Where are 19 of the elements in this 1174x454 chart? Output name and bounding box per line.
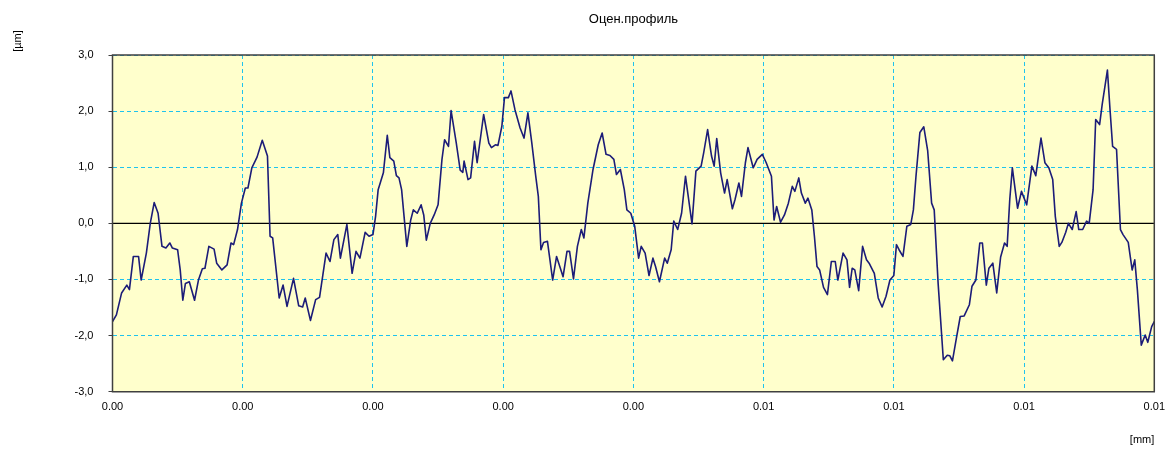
y-axis-title: [µm] bbox=[11, 30, 24, 52]
x-tick-label: 0.00 bbox=[492, 400, 514, 413]
y-tick-label: 2,0 bbox=[78, 104, 94, 117]
chart-title: Оцен.профиль bbox=[588, 11, 679, 27]
y-tick-label: 0,0 bbox=[78, 216, 94, 229]
y-tick-label: 3,0 bbox=[78, 48, 94, 61]
x-axis-title: [mm] bbox=[1129, 433, 1155, 446]
x-tick-label: 0.00 bbox=[622, 400, 645, 413]
x-tick-label: 0.01 bbox=[883, 400, 905, 413]
x-tick-label: 0.00 bbox=[232, 400, 254, 413]
x-tick-label: 0.00 bbox=[362, 400, 384, 413]
x-tick-label: 0.01 bbox=[1013, 400, 1035, 413]
y-tick-label: 1,0 bbox=[78, 160, 94, 173]
x-tick-label: 0.00 bbox=[101, 400, 124, 413]
y-tick-label: -3,0 bbox=[74, 384, 94, 397]
x-tick-label: 0.01 bbox=[752, 400, 775, 413]
x-tick-label: 0.01 bbox=[1143, 400, 1166, 413]
y-tick-label: -2,0 bbox=[74, 328, 94, 341]
y-tick-label: -1,0 bbox=[74, 272, 94, 285]
